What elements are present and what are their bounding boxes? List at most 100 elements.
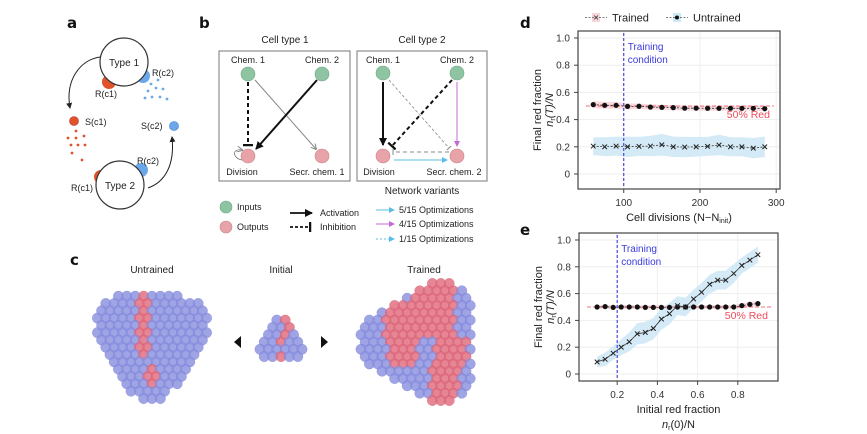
panel-label-e: e — [520, 221, 530, 239]
data-point-trained — [624, 103, 631, 110]
x-tick-label: 100 — [615, 198, 632, 209]
legend-outputs-swatch — [219, 220, 233, 234]
cluster-untrained — [91, 290, 213, 404]
b2-chem1-label: Chem. 1 — [366, 55, 400, 65]
b2-node-division — [375, 148, 391, 164]
data-point-trained — [659, 104, 665, 110]
reference-line-label: 50% Red — [727, 109, 770, 121]
signal-c2-marker — [169, 121, 179, 131]
red-cell — [443, 395, 455, 406]
data-point-trained — [762, 106, 768, 112]
cluster-trained — [355, 278, 476, 406]
secreted-c1-dot — [83, 143, 87, 147]
x-tick-label: 300 — [768, 198, 785, 209]
secreted-c2-dot — [146, 89, 150, 93]
untrained-title: Untrained — [130, 265, 173, 276]
legend-variant2-label: 4/15 Optimizations — [399, 219, 474, 229]
label-r-c2-type1: R(c2) — [152, 68, 174, 78]
data-point-trained — [636, 103, 642, 109]
chart-d: d 0 0.2 0.4 0.6 0.8 1.0 100 200 300 Training condi… — [520, 13, 785, 226]
secreted-c1-dot — [80, 158, 84, 162]
data-point-untrained — [747, 257, 753, 263]
y-tick-label: 0 — [565, 370, 571, 381]
secreted-c1-dot — [66, 136, 70, 140]
y-tick-label: 0.2 — [556, 142, 570, 153]
cluster-initial — [254, 314, 308, 363]
data-point-untrained — [650, 325, 657, 332]
data-point-trained — [602, 303, 608, 310]
b1-chem2-label: Chem. 2 — [305, 55, 339, 65]
arrow-type1-to-sc1 — [66, 56, 101, 109]
x-tick-label: 0.2 — [610, 390, 624, 401]
data-point-untrained — [642, 329, 648, 336]
data-point-untrained — [731, 270, 737, 277]
signal-c1-marker — [69, 116, 79, 126]
data-point-untrained — [693, 144, 699, 150]
arrow-right-icon — [321, 336, 328, 348]
y-axis-label: Final red fraction — [533, 266, 545, 348]
secreted-c2-dot — [158, 95, 162, 99]
b1-chem1-label: Chem. 1 — [231, 55, 265, 65]
y-tick-label: 0 — [564, 170, 570, 181]
y-tick-label: 0.8 — [557, 262, 571, 273]
data-point-trained — [727, 105, 734, 111]
b1-node-division — [240, 148, 256, 164]
x-tick-label: 0.4 — [650, 390, 664, 401]
cell-type1-label: Type 1 — [109, 58, 139, 69]
legend-inhibition-label: Inhibition — [320, 222, 356, 232]
series-line-trained — [593, 104, 765, 110]
data-point-untrained — [690, 296, 697, 302]
legend-variant1-label: 5/15 Optimizations — [399, 205, 474, 215]
secreted-c2-dot — [150, 95, 154, 99]
data-point-untrained — [647, 143, 654, 149]
panel-a: a Type 1 R(c2) R(c1) S(c1) S(c2) Type 2 … — [66, 14, 179, 210]
b2-inhibition-chem1-secr — [388, 79, 452, 151]
legend-untrained-label: Untrained — [693, 13, 741, 25]
training-condition-label: Training — [628, 42, 664, 53]
training-condition-label: condition — [628, 55, 668, 66]
y-tick-label: 1.0 — [556, 34, 570, 45]
data-point-trained — [755, 301, 761, 307]
data-point-trained — [626, 304, 632, 310]
data-point-untrained — [715, 277, 721, 283]
data-point-trained — [699, 304, 705, 310]
data-point-trained — [690, 304, 697, 310]
data-point-trained — [682, 105, 688, 111]
secreted-c2-dot — [149, 82, 153, 86]
data-point-trained — [610, 304, 616, 311]
y-tick-label: 0.8 — [556, 61, 570, 72]
panel-b: b Cell type 1 Cell type 2 Chem. 1 Chem. … — [199, 14, 488, 244]
secreted-c2-dot — [165, 97, 169, 101]
b1-division-label: Division — [226, 167, 258, 177]
legend-untrained-marker — [675, 15, 679, 20]
data-point-trained — [723, 304, 729, 310]
legend-inputs-swatch — [219, 200, 233, 214]
data-point-trained — [731, 304, 737, 310]
b1-node-chem1 — [240, 66, 256, 82]
data-point-trained — [707, 304, 713, 310]
band-untrained — [593, 133, 765, 159]
label-s-c1: S(c1) — [85, 117, 107, 127]
b2-node-secr2 — [449, 148, 465, 164]
label-s-c2: S(c2) — [141, 121, 163, 131]
data-point-untrained — [634, 331, 640, 337]
legend-outputs-label: Outputs — [237, 222, 269, 232]
data-point-trained — [716, 105, 722, 111]
label-r-c2-type2: R(c2) — [137, 156, 159, 166]
secreted-c1-dot — [74, 136, 78, 140]
arrow-left-icon — [234, 336, 241, 348]
plot-frame — [577, 30, 781, 190]
secreted-c1-dot — [76, 143, 80, 147]
b2-node-chem2 — [449, 65, 465, 81]
series-line-trained — [597, 303, 758, 308]
panel-label-b: b — [199, 14, 210, 32]
data-point-untrained — [624, 144, 631, 150]
blue-cell — [292, 351, 304, 363]
secreted-c2-dot — [161, 87, 165, 91]
data-point-untrained — [739, 262, 745, 269]
x-axis-label: Initial red fraction — [637, 404, 721, 416]
secreted-c1-dot — [74, 129, 78, 133]
trained-title: Trained — [407, 265, 441, 276]
data-point-untrained — [670, 144, 676, 150]
network-box-type1 — [218, 50, 351, 182]
